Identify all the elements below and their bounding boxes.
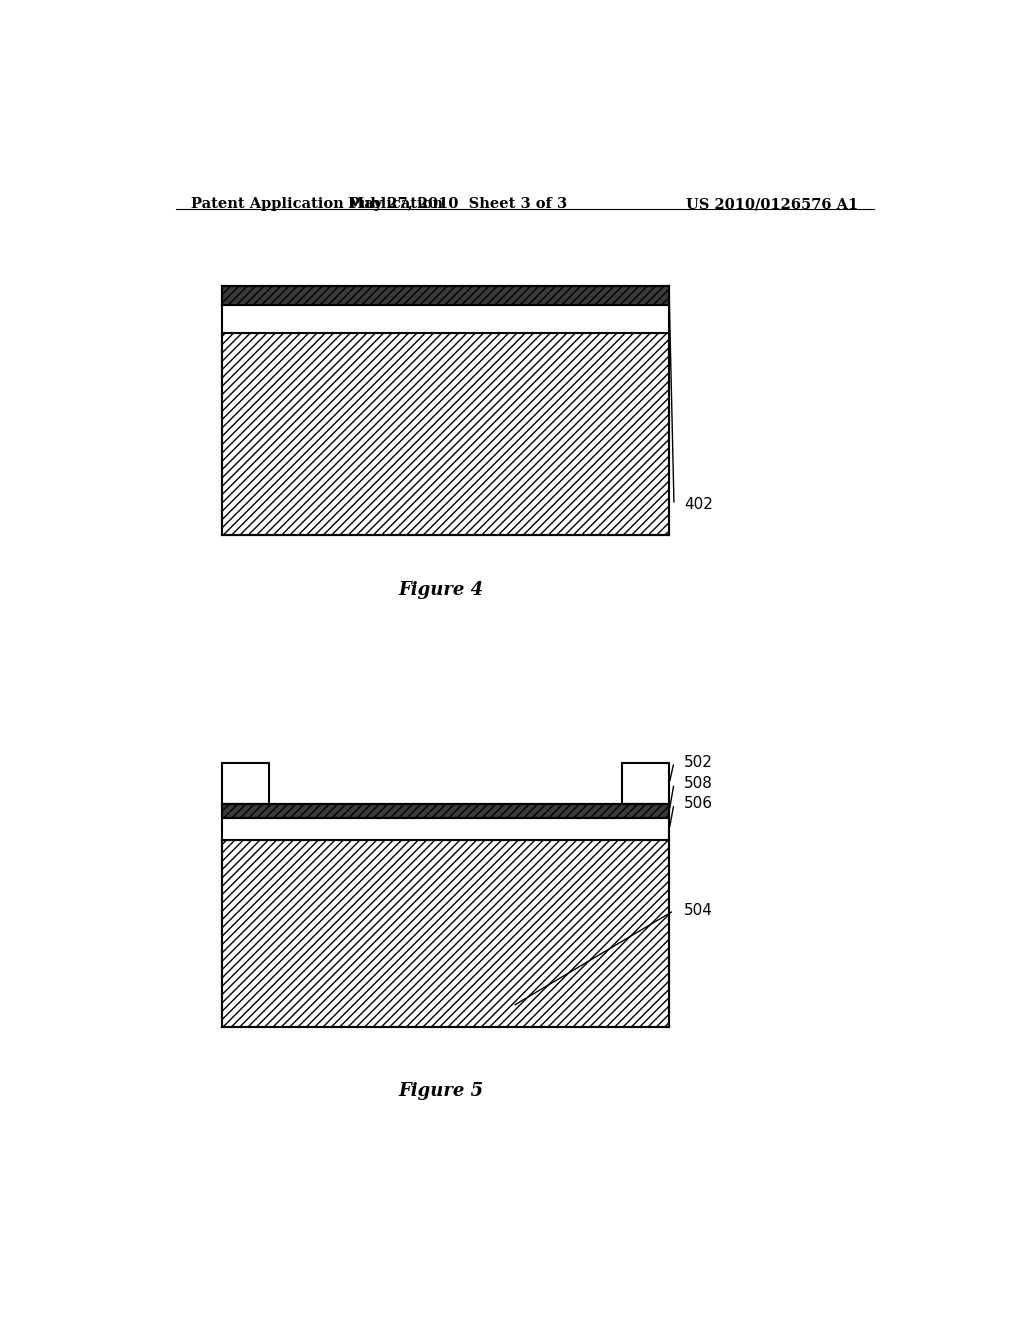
Text: US 2010/0126576 A1: US 2010/0126576 A1 bbox=[686, 197, 858, 211]
Text: 504: 504 bbox=[684, 903, 713, 917]
Bar bbox=[221, 818, 670, 841]
Bar bbox=[221, 333, 670, 536]
Text: Patent Application Publication: Patent Application Publication bbox=[191, 197, 443, 211]
Text: Figure 5: Figure 5 bbox=[399, 1082, 484, 1101]
Text: 508: 508 bbox=[684, 776, 713, 791]
Text: May 27, 2010  Sheet 3 of 3: May 27, 2010 Sheet 3 of 3 bbox=[348, 197, 567, 211]
Text: Figure 4: Figure 4 bbox=[399, 581, 484, 599]
Text: 502: 502 bbox=[684, 755, 713, 770]
Bar bbox=[221, 763, 269, 804]
Bar bbox=[622, 763, 670, 804]
Text: 402: 402 bbox=[684, 498, 713, 512]
Bar bbox=[221, 841, 670, 1027]
Text: 506: 506 bbox=[684, 796, 714, 812]
Bar bbox=[221, 804, 670, 818]
Bar bbox=[221, 286, 670, 305]
Bar bbox=[221, 305, 670, 333]
